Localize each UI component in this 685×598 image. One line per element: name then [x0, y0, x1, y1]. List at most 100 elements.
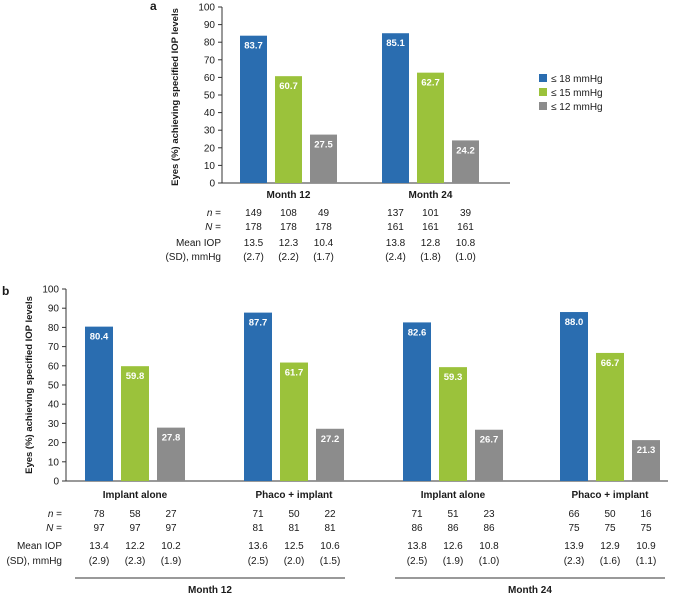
panel-a-y-tick-label: 30	[204, 126, 216, 137]
panel-b-table-cell: (2.3)	[564, 556, 585, 567]
panel-a: a Eyes (%) achieving specified IOP level…	[150, 0, 603, 263]
panel-b-y-axis-label: Eyes (%) achieving specified IOP levels	[24, 296, 35, 474]
panel-b-category-label: Phaco + implant	[256, 490, 334, 501]
panel-b-table-cell: (1.6)	[600, 556, 621, 567]
panel-b-bar-value-label: 87.7	[249, 318, 268, 329]
panel-a-letter: a	[150, 0, 157, 13]
panel-b-y-tick-label: 90	[48, 304, 60, 315]
panel-a-category-label: Month 24	[409, 190, 453, 201]
panel-b-table-cell: 10.8	[479, 541, 499, 552]
panel-a-table-cell: 161	[457, 222, 474, 233]
panel-b-table-cell: (1.9)	[443, 556, 464, 567]
panel-a-y-tick-label: 80	[204, 38, 216, 49]
panel-a-table-row-label: Mean IOP	[176, 238, 221, 249]
panel-a-bar	[310, 134, 337, 183]
panel-a-categories: Month 12 Month 24	[267, 190, 453, 201]
legend-entry: ≤ 12 mmHg	[551, 102, 603, 113]
panel-b-table-cell: 27	[165, 509, 177, 520]
panel-b-table-cell: 97	[165, 523, 177, 534]
panel-b-bar-value-label: 21.3	[637, 445, 656, 456]
panel-b-table-cell: 81	[324, 523, 336, 534]
panel-a-bar	[452, 140, 479, 183]
panel-b-table-cell: 66	[568, 509, 580, 520]
panel-b-table-cell: (1.9)	[161, 556, 182, 567]
panel-a-y-tick-label: 100	[198, 3, 215, 14]
panel-b-table-cell: 97	[93, 523, 105, 534]
panel-b-table-cell: 78	[93, 509, 105, 520]
legend: ≤ 18 mmHg ≤ 15 mmHg ≤ 12 mmHg	[539, 74, 603, 113]
panel-a-bars: 83.7 60.7 27.5 85.1 62.7 24.2	[240, 33, 479, 183]
panel-b-bar-value-label: 27.8	[162, 433, 181, 444]
panel-b-table-cell: 12.5	[284, 541, 304, 552]
panel-b-category-label: Implant alone	[421, 490, 486, 501]
panel-b-bar	[403, 322, 431, 481]
panel-b-table-cell: (2.0)	[284, 556, 305, 567]
panel-b-table-cell: 81	[252, 523, 264, 534]
legend-entry: ≤ 15 mmHg	[551, 88, 603, 99]
panel-b-table-cell: 86	[411, 523, 423, 534]
panel-b-table-cell: 13.9	[564, 541, 584, 552]
panel-a-table-cell: (2.7)	[243, 252, 264, 263]
panel-b-table-cell: 22	[324, 509, 336, 520]
panel-a-table-cell: 161	[387, 222, 404, 233]
panel-b-table-cell: 50	[288, 509, 300, 520]
panel-b-bars: 80.4 59.8 27.8 87.7 61.7 27.2 82.6 59.3 26.7 88.0…	[85, 312, 660, 481]
panel-b-table-cell: (2.5)	[248, 556, 269, 567]
panel-a-table-cell: 49	[318, 208, 330, 219]
panel-b-letter: b	[2, 284, 9, 298]
panel-b-bar-value-label: 66.7	[601, 358, 620, 369]
panel-b-y-tick-label: 50	[48, 381, 60, 392]
panel-b-bar	[596, 352, 624, 481]
panel-b-categories: Implant alone Phaco + implant Implant alon…	[103, 490, 649, 501]
panel-b-table-cell: 86	[447, 523, 459, 534]
panel-b-table-cell: 16	[640, 509, 652, 520]
panel-a-table-cell: 108	[280, 208, 297, 219]
panel-a-table-row-label: (SD), mmHg	[165, 252, 221, 263]
panel-b-bar	[316, 428, 344, 481]
panel-b-bar	[121, 366, 149, 481]
panel-a-bar-value-label: 60.7	[279, 81, 298, 92]
panel-b-category-label: Phaco + implant	[572, 490, 650, 501]
panel-a-table-cell: 149	[245, 208, 262, 219]
panel-b-table-cell: 97	[129, 523, 141, 534]
panel-b-table-cell: (1.1)	[636, 556, 657, 567]
panel-a-y-tick-label: 50	[204, 91, 216, 102]
panel-b-y-tick-label: 0	[53, 477, 59, 488]
panel-b-table-cell: 12.6	[443, 541, 463, 552]
panel-b-bar-value-label: 61.7	[285, 368, 304, 379]
panel-a-table-cell: 12.3	[279, 238, 299, 249]
panel-a-y-axis-label: Eyes (%) achieving specified IOP levels	[170, 8, 181, 186]
panel-b-table-cell: 75	[568, 523, 580, 534]
panel-a-table-cell: 13.5	[244, 238, 264, 249]
panel-b-bar-value-label: 82.6	[408, 327, 427, 338]
panel-a-category-label: Month 12	[267, 190, 311, 201]
panel-b-table-cell: 10.2	[161, 541, 181, 552]
panel-a-table: n = 149 108 49 137 101 39 N = 178 178 178 161 161 161…	[165, 208, 475, 263]
panel-b-group-label: Month 24	[508, 585, 552, 596]
panel-b-category-label: Implant alone	[103, 490, 168, 501]
panel-b-bar	[244, 312, 272, 481]
panel-a-table-cell: 101	[422, 208, 439, 219]
legend-swatch	[539, 74, 547, 82]
panel-a-bar-value-label: 83.7	[244, 41, 263, 52]
panel-b-table-cell: (2.3)	[125, 556, 146, 567]
panel-a-bar	[417, 72, 444, 183]
panel-b-table-row-label: Mean IOP	[17, 541, 62, 552]
panel-a-bar-value-label: 85.1	[386, 38, 405, 49]
panel-b-bar-value-label: 26.7	[480, 435, 499, 446]
panel-b-table: n = 78 58 27 71 50 22 71 51 23 66 50 16 N = 97 97 97 81 81…	[6, 509, 656, 567]
panel-b-table-cell: 12.2	[125, 541, 145, 552]
legend-swatch	[539, 102, 547, 110]
panel-b-table-cell: 71	[411, 509, 423, 520]
panel-b-table-cell: 13.4	[89, 541, 109, 552]
panel-b-bar	[632, 440, 660, 481]
panel-b-table-cell: 23	[483, 509, 495, 520]
panel-a-table-cell: 161	[422, 222, 439, 233]
panel-b-bar	[560, 312, 588, 481]
panel-a-y-tick-label: 90	[204, 20, 216, 31]
panel-b-table-cell: 50	[604, 509, 616, 520]
panel-b-table-cell: (2.9)	[89, 556, 110, 567]
panel-a-table-cell: 10.8	[456, 238, 476, 249]
panel-b-group-label: Month 12	[188, 585, 232, 596]
panel-a-table-cell: 178	[280, 222, 297, 233]
